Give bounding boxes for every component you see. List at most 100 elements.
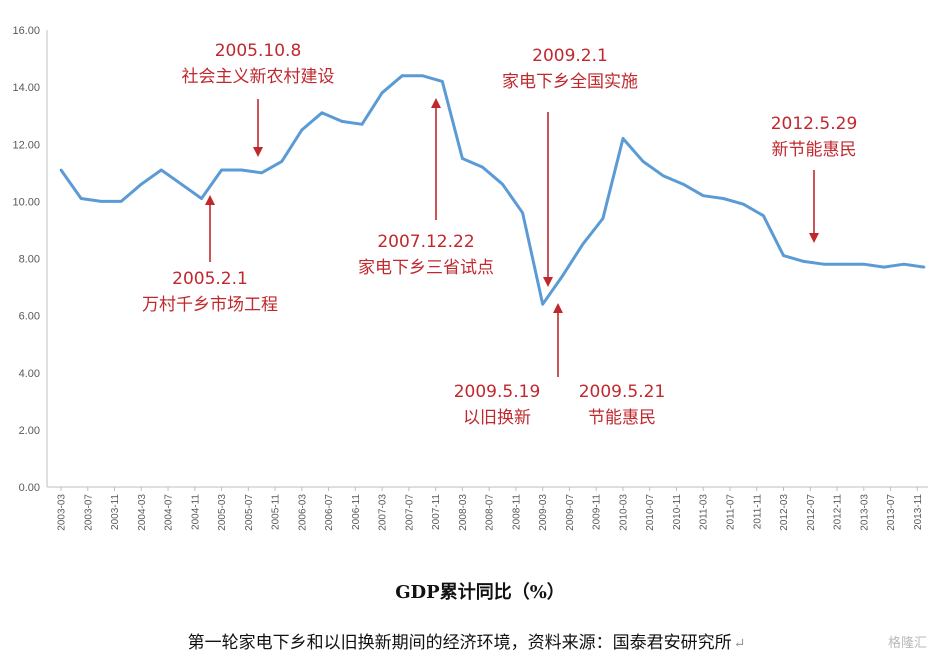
data-point xyxy=(240,168,243,172)
y-tick-label: 4.00 xyxy=(19,368,40,380)
annotation-2007-12-22: 2007.12.22 家电下乡三省试点 xyxy=(358,98,494,278)
data-point xyxy=(922,265,926,269)
data-point xyxy=(701,194,705,197)
annotation-2005-10-8: 2005.10.8 社会主义新农村建设 xyxy=(182,41,335,157)
x-tick-label: 2010-07 xyxy=(645,494,656,531)
watermark-logo: 格隆汇 xyxy=(888,632,927,651)
x-tick-label: 2003-07 xyxy=(83,494,94,531)
annotation-label: 以旧换新 xyxy=(463,408,531,428)
data-point xyxy=(661,174,665,177)
data-point xyxy=(822,262,825,266)
data-point xyxy=(541,302,544,306)
data-point xyxy=(902,262,906,266)
data-point xyxy=(481,165,484,169)
annotation-label: 万村千乡市场工程 xyxy=(142,295,278,315)
watermark-text: 格隆汇 xyxy=(887,636,927,651)
y-tick-label: 6.00 xyxy=(19,311,40,323)
data-point xyxy=(862,262,866,266)
annotation-date: 2007.12.22 xyxy=(377,232,474,252)
data-point xyxy=(280,160,284,163)
x-axis-title: GDP累计同比（%） xyxy=(395,581,565,603)
annotation-date: 2005.2.1 xyxy=(172,269,248,289)
annotation-label: 新节能惠民 xyxy=(772,140,857,160)
x-tick-label: 2007-11 xyxy=(431,494,442,530)
data-point xyxy=(882,265,886,269)
data-point xyxy=(220,168,223,172)
data-point xyxy=(99,200,103,203)
annotation-date: 2012.5.29 xyxy=(771,114,858,134)
data-point xyxy=(260,171,263,175)
data-point xyxy=(742,202,745,206)
data-point xyxy=(521,211,524,215)
data-point xyxy=(79,197,83,200)
x-tick-label: 2006-03 xyxy=(297,494,308,531)
x-tick-label: 2005-11 xyxy=(271,494,282,530)
annotation-arrowhead xyxy=(809,233,819,243)
data-point xyxy=(601,217,605,220)
x-tick-label: 2009-03 xyxy=(538,494,549,531)
annotation-arrowhead xyxy=(543,277,553,287)
data-point xyxy=(320,111,324,115)
data-point xyxy=(200,197,203,200)
data-point xyxy=(340,120,344,123)
figure-caption: 第一轮家电下乡和以旧换新期间的经济环境，资料来源：国泰君安研究所 ↵ xyxy=(0,628,933,653)
y-tick-label: 14.00 xyxy=(12,82,40,94)
annotation-arrowhead xyxy=(205,195,215,205)
data-point xyxy=(139,182,143,186)
x-tick-label: 2011-11 xyxy=(752,494,763,530)
annotation-date: 2009.5.19 xyxy=(454,382,541,402)
x-tick-label: 2008-07 xyxy=(485,494,496,531)
data-point xyxy=(561,274,565,277)
data-point xyxy=(842,262,846,266)
y-tick-label: 0.00 xyxy=(19,482,40,494)
data-point xyxy=(360,122,364,126)
x-tick-label: 2009-07 xyxy=(565,494,576,531)
data-point xyxy=(722,197,725,200)
x-tick-label: 2003-11 xyxy=(110,494,121,530)
x-tick-label: 2004-07 xyxy=(164,494,175,531)
annotation-label: 家电下乡三省试点 xyxy=(358,258,494,278)
y-tick-label: 12.00 xyxy=(12,139,40,151)
data-point xyxy=(621,137,625,140)
data-point xyxy=(420,74,424,77)
data-point xyxy=(581,242,585,246)
y-tick-label: 2.00 xyxy=(19,425,40,437)
annotation-label: 社会主义新农村建设 xyxy=(182,67,335,87)
data-point xyxy=(59,168,63,172)
x-tick-label: 2012-07 xyxy=(806,494,817,531)
data-point xyxy=(160,168,163,172)
x-tick-label: 2006-11 xyxy=(351,494,362,530)
annotation-label: 节能惠民 xyxy=(588,408,656,428)
annotation-arrowhead xyxy=(553,303,563,313)
annotation-2009-5: 2009.5.19 以旧换新 2009.5.21 节能惠民 xyxy=(454,303,665,428)
data-point xyxy=(461,157,464,160)
x-tick-label: 2003-03 xyxy=(57,494,68,531)
x-tick-label: 2009-11 xyxy=(592,494,603,530)
x-tick-label: 2004-11 xyxy=(190,494,201,530)
y-tick-label: 16.00 xyxy=(12,25,40,37)
annotation-label: 家电下乡全国实施 xyxy=(502,72,638,92)
x-tick-label: 2005-03 xyxy=(217,494,228,531)
y-tick-label: 8.00 xyxy=(19,254,40,266)
data-points xyxy=(59,74,926,306)
data-point xyxy=(441,80,444,83)
x-tick-label: 2013-07 xyxy=(886,494,897,531)
data-point xyxy=(400,74,404,77)
x-tick-labels: 2003-03 2003-07 2003-11 2004-03 2004-07 2004-… xyxy=(57,487,924,531)
paragraph-mark-icon: ↵ xyxy=(733,636,746,652)
x-tick-label: 2008-11 xyxy=(511,494,522,530)
x-tick-label: 2007-07 xyxy=(404,494,415,531)
x-tick-label: 2012-11 xyxy=(833,494,844,530)
x-tick-label: 2006-07 xyxy=(324,494,335,531)
x-tick-label: 2005-07 xyxy=(244,494,255,531)
x-tick-label: 2013-11 xyxy=(913,494,924,530)
data-point xyxy=(762,214,765,217)
x-tick-label: 2011-03 xyxy=(699,494,710,530)
x-tick-label: 2013-03 xyxy=(859,494,870,531)
data-point xyxy=(681,182,685,186)
x-tick-label: 2012-03 xyxy=(779,494,790,531)
annotation-2009-2-1: 2009.2.1 家电下乡全国实施 xyxy=(502,46,638,287)
annotation-2012-5-29: 2012.5.29 新节能惠民 xyxy=(771,114,858,243)
annotation-arrowhead xyxy=(253,147,263,157)
data-point xyxy=(802,260,805,263)
